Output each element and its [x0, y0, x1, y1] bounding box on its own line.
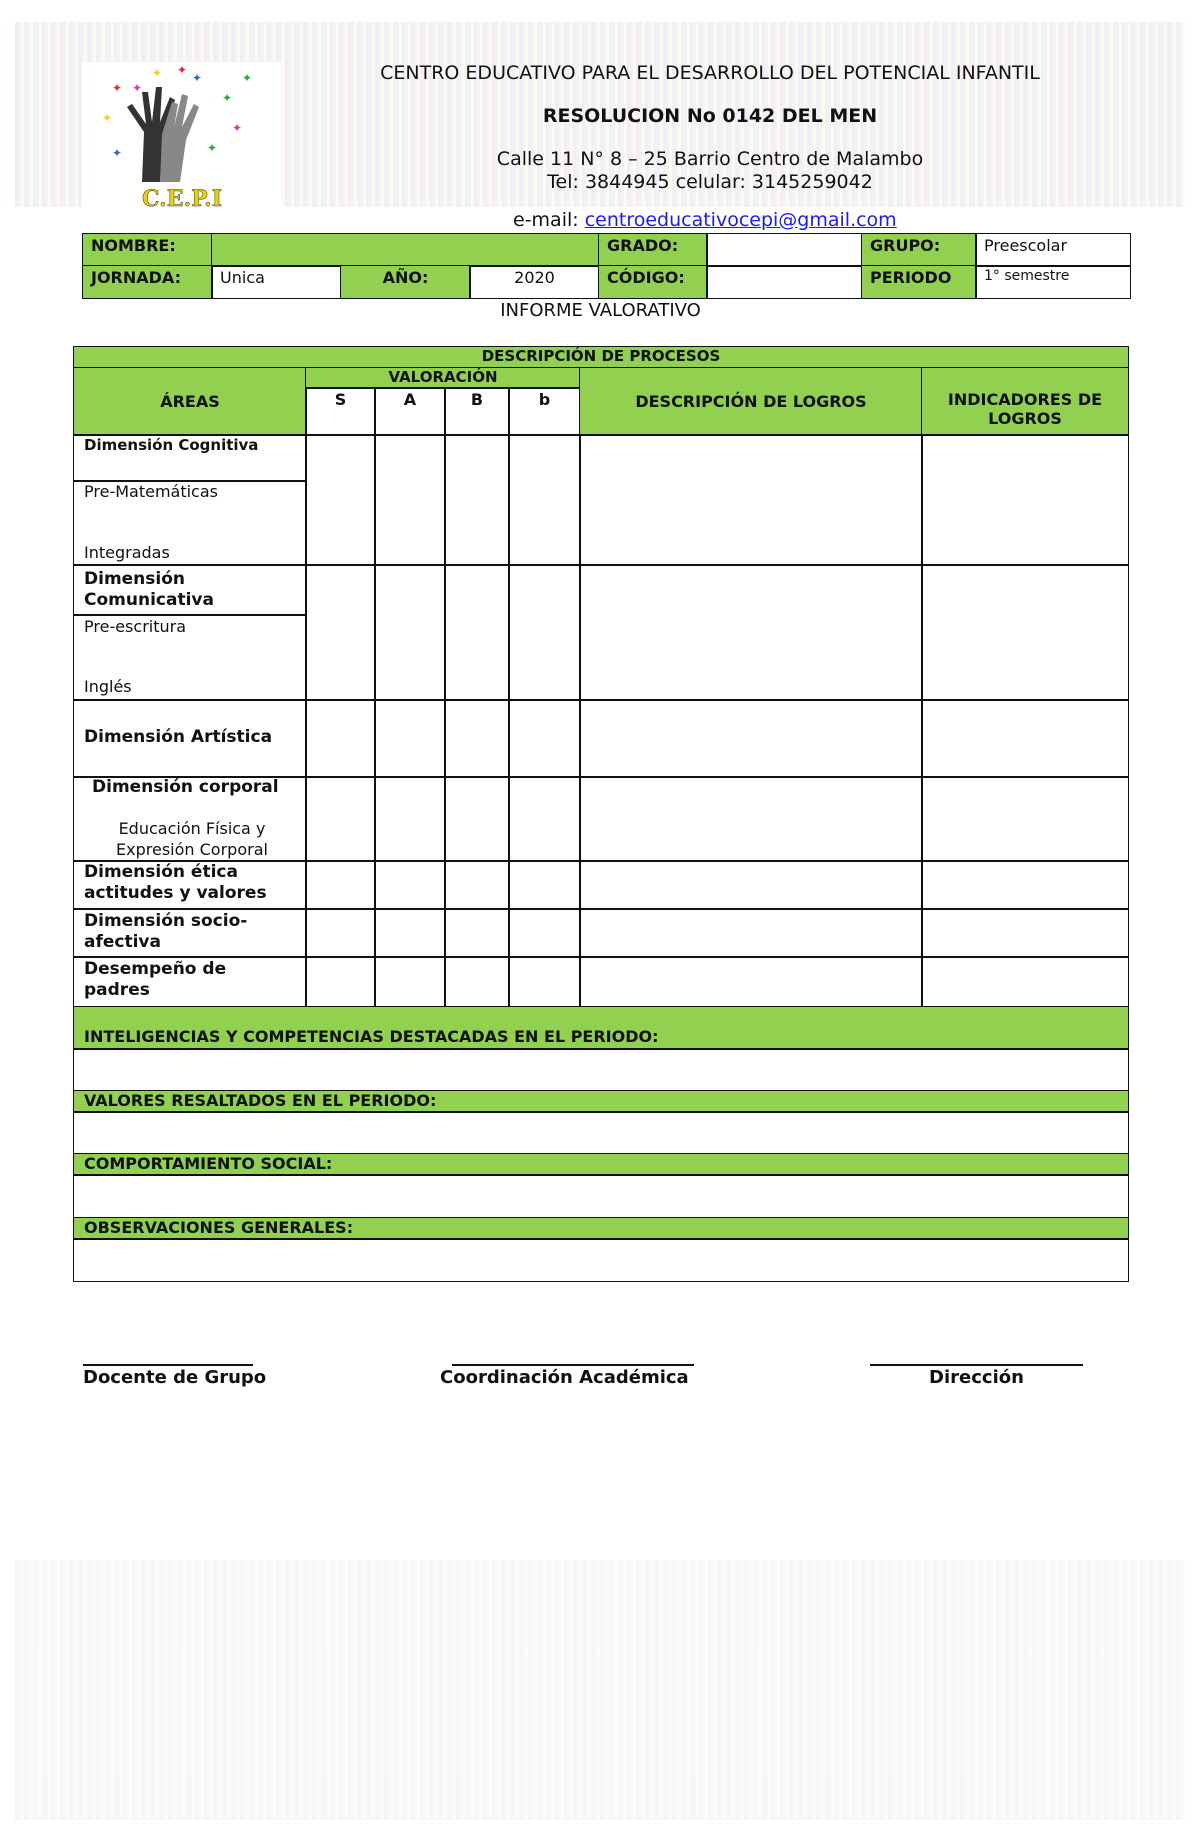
grupo-field[interactable]: Preescolar: [975, 233, 1131, 267]
row-prematematicas: Pre-Matemáticas: [84, 482, 218, 501]
jornada-field[interactable]: Unica: [211, 265, 342, 299]
periodo-label: PERIODO: [861, 265, 977, 299]
areas-header: ÁREAS: [73, 367, 307, 436]
anio-field[interactable]: 2020: [469, 265, 600, 299]
email-link[interactable]: centroeducativocepi@gmail.com: [584, 209, 897, 231]
svg-text:✦: ✦: [232, 121, 242, 135]
valoracion-header: VALORACIÓN: [305, 367, 581, 389]
section-valores: VALORES RESALTADOS EN EL PERIODO:: [73, 1090, 1129, 1113]
signature-coordinacion: Coordinación Académica: [440, 1367, 689, 1388]
footer-background: [15, 1560, 1185, 1820]
row-etica: Dimensión ética actitudes y valores: [84, 862, 267, 903]
grade-b-upper-header: B: [444, 387, 510, 436]
svg-text:✦: ✦: [177, 63, 187, 77]
resolution: RESOLUCION No 0142 DEL MEN: [542, 105, 878, 127]
row-preescritura: Pre-escritura: [84, 617, 187, 636]
codigo-field[interactable]: [706, 265, 863, 299]
valores-field[interactable]: [73, 1111, 1129, 1155]
phone: Tel: 3844945 celular: 3145259042: [547, 171, 873, 193]
institution-name: CENTRO EDUCATIVO PARA EL DESARROLLO DEL …: [380, 62, 1040, 84]
svg-text:✦: ✦: [242, 71, 252, 85]
indicadores-header: INDICADORES DE LOGROS: [921, 367, 1129, 436]
grade-s-header: S: [305, 387, 376, 436]
row-edfisica: Educación Física y Expresión Corporal: [116, 819, 268, 859]
grade-b-lower-header: b: [508, 387, 581, 436]
grado-field[interactable]: [706, 233, 863, 267]
email-label: e-mail:: [513, 209, 585, 231]
svg-text:✦: ✦: [112, 146, 122, 160]
comportamiento-field[interactable]: [73, 1174, 1129, 1219]
signature-direccion: Dirección: [929, 1367, 1024, 1388]
jornada-label: JORNADA:: [82, 265, 213, 299]
school-logo: ✦ ✦ ✦ ✦ ✦ ✦ ✦ ✦ ✦ ✦ ✦ C.E.P.I: [82, 62, 282, 212]
grupo-label: GRUPO:: [861, 233, 977, 267]
desc-logros-header: DESCRIPCIÓN DE LOGROS: [579, 367, 923, 436]
grade-a-header: A: [374, 387, 446, 436]
address: Calle 11 N° 8 – 25 Barrio Centro de Mala…: [496, 148, 924, 170]
row-ingles: Inglés: [84, 677, 132, 696]
row-corporal: Dimensión corporal: [92, 777, 279, 797]
email-line: e-mail: centroeducativocepi@gmail.com: [513, 209, 897, 231]
svg-text:✦: ✦: [112, 81, 122, 95]
codigo-label: CÓDIGO:: [598, 265, 708, 299]
section-observaciones: OBSERVACIONES GENERALES:: [73, 1217, 1129, 1240]
svg-text:✦: ✦: [132, 81, 142, 95]
observaciones-field[interactable]: [73, 1238, 1129, 1282]
report-title: INFORME VALORATIVO: [500, 300, 701, 321]
logo-text: C.E.P.I: [142, 186, 222, 212]
inteligencias-field[interactable]: [73, 1048, 1129, 1092]
anio-label: AÑO:: [340, 265, 471, 299]
svg-text:✦: ✦: [222, 91, 232, 105]
nombre-label: NOMBRE:: [82, 233, 213, 267]
signature-line-coordinacion: [452, 1364, 694, 1366]
section-comportamiento: COMPORTAMIENTO SOCIAL:: [73, 1153, 1129, 1176]
svg-text:✦: ✦: [192, 71, 202, 85]
signature-line-direccion: [870, 1364, 1083, 1366]
signature-docente: Docente de Grupo: [83, 1367, 267, 1388]
row-padres: Desempeño de padres: [84, 959, 227, 1000]
row-comunicativa: Dimensión Comunicativa: [84, 569, 214, 610]
section-inteligencias: INTELIGENCIAS Y COMPETENCIAS DESTACADAS …: [73, 1006, 1129, 1050]
row-cognitiva: Dimensión Cognitiva: [84, 436, 259, 454]
row-socio: Dimensión socio-afectiva: [84, 911, 248, 952]
grado-label: GRADO:: [598, 233, 708, 267]
periodo-field[interactable]: 1° semestre: [975, 265, 1131, 299]
signature-line-docente: [83, 1364, 253, 1366]
processes-title: DESCRIPCIÓN DE PROCESOS: [73, 346, 1129, 369]
svg-text:✦: ✦: [152, 66, 162, 80]
svg-text:✦: ✦: [102, 111, 112, 125]
row-integradas: Integradas: [84, 543, 170, 562]
svg-text:✦: ✦: [207, 141, 217, 155]
nombre-field[interactable]: [211, 233, 600, 267]
row-artistica: Dimensión Artística: [84, 727, 273, 747]
